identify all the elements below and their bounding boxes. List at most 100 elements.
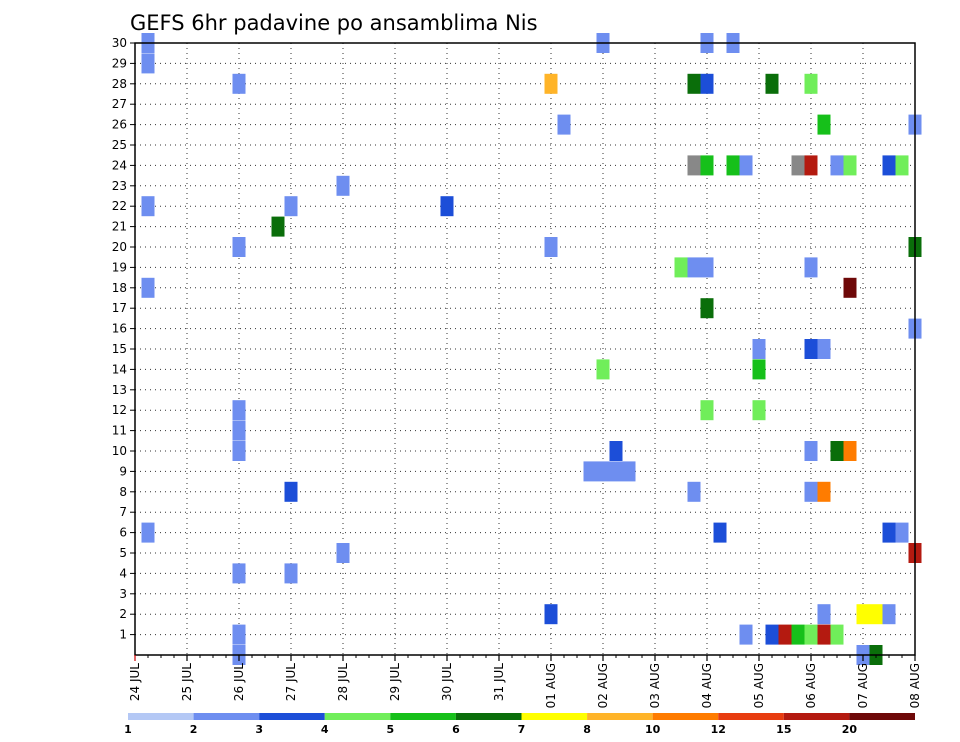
legend-swatch — [587, 713, 653, 720]
heatmap-cell — [752, 359, 766, 380]
y-tick-label: 30 — [112, 36, 127, 50]
y-tick-label: 26 — [112, 118, 127, 132]
legend-label: 10 — [645, 723, 661, 736]
heatmap-cell — [232, 400, 246, 421]
legend-swatch — [521, 713, 588, 720]
y-tick-label: 7 — [119, 505, 127, 519]
heatmap-cell — [141, 53, 155, 74]
legend-swatch — [652, 713, 719, 720]
legend-label: 15 — [776, 723, 791, 736]
legend-label: 6 — [452, 723, 460, 736]
y-tick-label: 12 — [112, 403, 127, 417]
heatmap-cell — [141, 522, 155, 543]
y-tick-label: 28 — [112, 77, 127, 91]
heatmap-cell — [817, 624, 831, 645]
heatmap-cell — [336, 543, 350, 563]
heatmap-cell — [700, 400, 714, 421]
legend-swatch — [324, 713, 391, 720]
heatmap-cell — [817, 339, 831, 359]
y-tick-label: 9 — [119, 464, 127, 478]
heatmap-cell — [843, 155, 857, 176]
x-axis: 24 JUL 25 JUL 26 JUL 27 JUL 28 JUL 29 JUL 30 J… — [128, 655, 922, 708]
heatmap-cell — [882, 604, 896, 625]
heatmap-cell — [791, 624, 805, 645]
heatmap-cell — [544, 237, 558, 257]
heatmap-cell — [336, 175, 350, 196]
legend-swatch — [193, 713, 260, 720]
heatmap-cell — [895, 155, 909, 176]
heatmap-cell — [804, 73, 818, 94]
color-legend: 1 2 3 4 5 6 7 8 10 12 15 20 — [124, 713, 915, 736]
heatmap-cell — [609, 461, 623, 482]
x-tick-label: 03 AUG — [648, 663, 662, 708]
y-tick-label: 17 — [112, 301, 127, 315]
heatmap-cell — [440, 196, 454, 217]
y-tick-label: 8 — [119, 485, 127, 499]
heatmap-cell — [700, 155, 714, 176]
heatmap-cell — [830, 624, 844, 645]
y-tick-label: 11 — [112, 424, 127, 438]
heatmap-cell — [882, 522, 896, 543]
heatmap-cell — [284, 563, 298, 584]
heatmap-cell — [557, 114, 571, 135]
heatmap-cell — [869, 604, 883, 625]
legend-swatch — [718, 713, 784, 720]
heatmap-cell — [856, 604, 870, 625]
heatmap-cell — [141, 277, 155, 298]
legend-swatch — [390, 713, 456, 720]
heatmap-cell — [752, 339, 766, 359]
heatmap-cell — [674, 257, 688, 278]
heatmap-cell — [544, 73, 558, 94]
heatmap-cell — [596, 461, 610, 482]
heatmap-cell — [791, 155, 805, 176]
y-tick-label: 20 — [112, 240, 127, 254]
heatmap-cell — [895, 522, 909, 543]
legend-swatch — [783, 713, 850, 720]
heatmap-cell — [700, 257, 714, 278]
heatmap-cell — [882, 155, 896, 176]
heatmap-cell — [817, 114, 831, 135]
y-tick-label: 14 — [112, 362, 127, 376]
y-tick-label: 25 — [112, 138, 127, 152]
heatmap-cell — [804, 257, 818, 278]
legend-label: 12 — [711, 723, 726, 736]
y-tick-label: 3 — [119, 587, 127, 601]
x-tick-label: 06 AUG — [804, 663, 818, 708]
heatmap-cell — [804, 339, 818, 359]
legend-label: 4 — [321, 723, 329, 736]
legend-swatch — [128, 713, 194, 720]
heatmap-cell — [596, 359, 610, 380]
heatmap-cell — [232, 624, 246, 645]
y-tick-label: 10 — [112, 444, 127, 458]
heatmap-cell — [804, 624, 818, 645]
heatmap-cell — [804, 441, 818, 461]
y-tick-label: 29 — [112, 56, 127, 70]
heatmap-cell — [687, 257, 701, 278]
grid-layer — [135, 43, 915, 655]
heatmap-cell — [817, 604, 831, 625]
x-tick-label: 01 AUG — [544, 663, 558, 708]
heatmap-cell — [232, 563, 246, 584]
heatmap-cell — [271, 216, 285, 237]
heatmap-cell — [843, 277, 857, 298]
heatmap-cell — [544, 604, 558, 625]
y-axis: 1234567891011121314151617181920212223242… — [112, 36, 135, 642]
y-tick-label: 4 — [119, 566, 127, 580]
legend-label: 5 — [387, 723, 395, 736]
heatmap-cell — [687, 73, 701, 94]
heatmap-cell — [713, 522, 727, 543]
heatmap-cell — [622, 461, 636, 482]
y-tick-label: 1 — [119, 628, 127, 642]
heatmap-cell — [232, 237, 246, 257]
heatmap-cell — [843, 441, 857, 461]
heatmap-cell — [232, 73, 246, 94]
x-tick-label: 08 AUG — [908, 663, 922, 708]
y-tick-label: 23 — [112, 179, 127, 193]
x-tick-label: 07 AUG — [856, 663, 870, 708]
legend-label: 8 — [583, 723, 591, 736]
heatmap-cell — [700, 298, 714, 319]
heatmap-cell — [700, 73, 714, 94]
legend-label: 3 — [255, 723, 263, 736]
heatmap-cell — [804, 155, 818, 176]
